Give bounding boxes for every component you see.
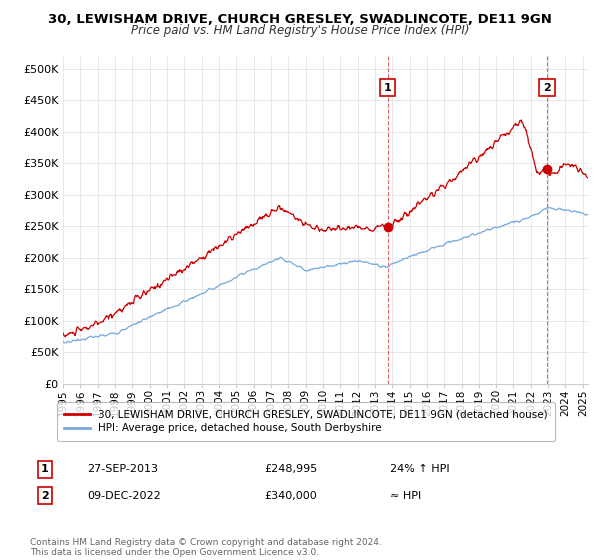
Text: £340,000: £340,000 [264, 491, 317, 501]
Text: 09-DEC-2022: 09-DEC-2022 [87, 491, 161, 501]
Text: 2: 2 [41, 491, 49, 501]
Text: 27-SEP-2013: 27-SEP-2013 [87, 464, 158, 474]
Text: ≈ HPI: ≈ HPI [390, 491, 421, 501]
Text: 2: 2 [543, 82, 551, 92]
Text: Price paid vs. HM Land Registry's House Price Index (HPI): Price paid vs. HM Land Registry's House … [131, 24, 469, 37]
Text: Contains HM Land Registry data © Crown copyright and database right 2024.
This d: Contains HM Land Registry data © Crown c… [30, 538, 382, 557]
Text: 24% ↑ HPI: 24% ↑ HPI [390, 464, 449, 474]
Text: 1: 1 [41, 464, 49, 474]
Text: £248,995: £248,995 [264, 464, 317, 474]
Text: 1: 1 [384, 82, 392, 92]
Legend: 30, LEWISHAM DRIVE, CHURCH GRESLEY, SWADLINCOTE, DE11 9GN (detached house), HPI:: 30, LEWISHAM DRIVE, CHURCH GRESLEY, SWAD… [57, 402, 555, 441]
Text: 30, LEWISHAM DRIVE, CHURCH GRESLEY, SWADLINCOTE, DE11 9GN: 30, LEWISHAM DRIVE, CHURCH GRESLEY, SWAD… [48, 13, 552, 26]
